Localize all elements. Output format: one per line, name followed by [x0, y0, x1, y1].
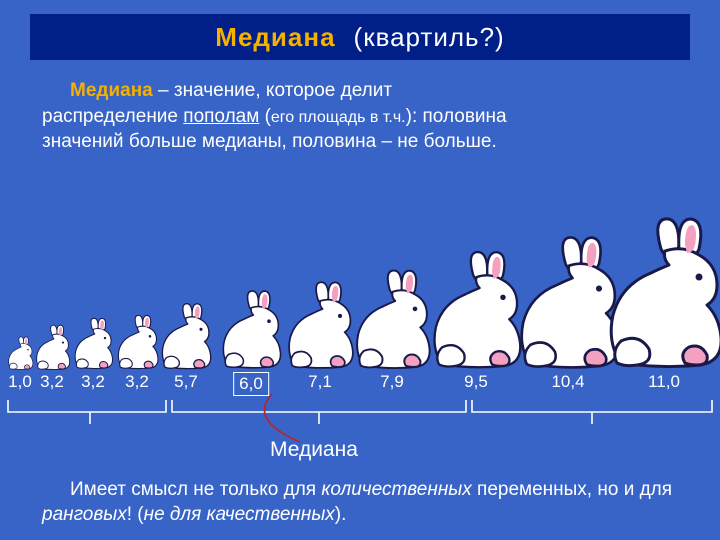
definition-text: Медиана – значение, которое делит распре…: [42, 78, 512, 155]
median-label: Медиана: [270, 438, 358, 462]
value-label: 5,7: [174, 372, 198, 392]
title-main: Медиана: [215, 22, 335, 53]
value-label: 1,0: [8, 372, 32, 392]
rabbit-icon: [71, 317, 115, 370]
rabbit-icon: [217, 289, 285, 370]
rabbit-icon: [6, 336, 35, 370]
value-label: 9,5: [464, 372, 488, 392]
value-label: 3,2: [81, 372, 105, 392]
rabbit-icon: [282, 280, 357, 370]
value-label: 7,1: [308, 372, 332, 392]
rabbit-row: [0, 200, 720, 370]
value-label: 11,0: [648, 372, 680, 392]
value-label: 3,2: [40, 372, 64, 392]
rabbit-icon: [33, 324, 72, 371]
value-label: 3,2: [125, 372, 149, 392]
bottom-note: Имеет смысл не только для количественных…: [42, 478, 682, 527]
value-label: 7,9: [380, 372, 404, 392]
definition-keyword: Медиана: [70, 80, 153, 101]
median-pointer: [0, 392, 720, 452]
value-label: 10,4: [551, 372, 584, 392]
rabbit-icon: [114, 314, 161, 370]
rabbit-icon: [157, 302, 214, 370]
rabbit-icon: [349, 268, 435, 370]
title-paren: (квартиль?): [354, 22, 505, 53]
title-bar: Медиана (квартиль?): [30, 14, 690, 60]
rabbit-icon: [599, 215, 720, 370]
